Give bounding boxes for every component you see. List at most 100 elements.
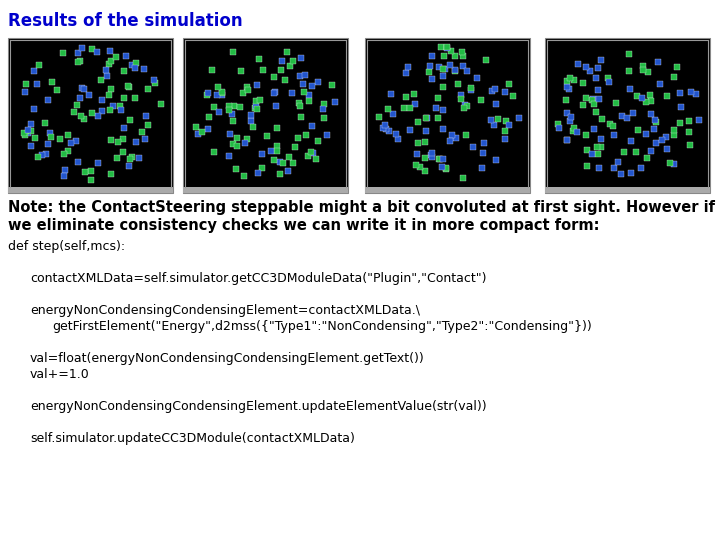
Bar (42, 120, 48, 126)
Bar (410, 91, 416, 97)
Bar (71, 109, 77, 114)
Bar (215, 92, 220, 98)
Bar (696, 117, 701, 124)
Bar (596, 165, 602, 171)
Bar (493, 101, 499, 107)
Text: val+=1.0: val+=1.0 (30, 368, 90, 381)
Bar (225, 107, 232, 113)
Bar (104, 72, 110, 79)
Bar (580, 102, 585, 108)
Bar (672, 161, 678, 167)
Bar (624, 115, 630, 121)
Bar (253, 98, 259, 104)
Bar (140, 66, 147, 72)
Bar (73, 138, 79, 144)
Bar (435, 115, 441, 121)
Bar (423, 128, 429, 134)
Bar (492, 157, 499, 163)
Bar (254, 106, 261, 112)
Bar (309, 83, 315, 89)
Bar (678, 104, 684, 111)
Bar (234, 134, 240, 140)
Bar (467, 85, 474, 91)
Bar (108, 58, 114, 64)
Bar (380, 125, 386, 131)
Bar (29, 143, 35, 149)
Bar (68, 140, 74, 146)
Bar (253, 103, 258, 109)
Bar (73, 102, 80, 107)
Bar (78, 113, 84, 119)
Bar (244, 136, 250, 142)
Bar (516, 114, 522, 120)
Bar (479, 165, 485, 171)
Bar (503, 136, 508, 142)
Bar (289, 90, 295, 96)
Bar (408, 127, 413, 133)
Bar (57, 136, 63, 141)
Bar (199, 129, 205, 134)
Bar (593, 75, 600, 81)
Bar (595, 65, 601, 71)
Bar (686, 118, 692, 124)
Bar (648, 98, 654, 104)
Bar (120, 136, 126, 142)
Bar (651, 126, 657, 132)
Bar (611, 165, 617, 171)
Bar (441, 53, 446, 59)
Bar (460, 53, 466, 59)
Bar (639, 95, 644, 101)
Bar (271, 157, 277, 163)
Bar (230, 49, 236, 55)
Bar (495, 116, 502, 122)
Bar (545, 187, 710, 193)
Bar (395, 137, 401, 143)
Bar (436, 156, 442, 162)
Bar (132, 139, 139, 145)
Bar (287, 63, 293, 69)
Bar (35, 154, 41, 160)
Bar (564, 78, 570, 84)
Bar (671, 127, 678, 133)
Bar (598, 137, 604, 143)
Bar (460, 63, 466, 69)
Bar (444, 166, 449, 172)
Bar (238, 68, 243, 75)
Bar (599, 116, 606, 122)
Bar (441, 107, 446, 113)
Bar (295, 135, 301, 141)
Bar (595, 87, 601, 93)
Bar (567, 118, 573, 124)
Bar (245, 87, 251, 93)
Bar (580, 80, 585, 86)
Bar (216, 109, 222, 114)
Bar (22, 89, 28, 94)
Bar (443, 165, 449, 171)
Bar (142, 136, 148, 142)
Bar (564, 137, 570, 143)
Bar (613, 100, 619, 106)
Bar (428, 154, 435, 160)
Text: val=float(energyNonCondensingCondensingElement.getText()): val=float(energyNonCondensingCondensingE… (30, 352, 425, 365)
Bar (309, 123, 315, 129)
Bar (629, 170, 634, 176)
Bar (132, 64, 138, 71)
Bar (77, 58, 84, 64)
Bar (152, 80, 158, 86)
Bar (442, 66, 448, 72)
Bar (474, 75, 480, 81)
Bar (621, 148, 627, 155)
Bar (589, 97, 595, 103)
Text: contactXMLData=self.simulator.getCC3DModuleData("Plugin","Contact"): contactXMLData=self.simulator.getCC3DMod… (30, 272, 487, 285)
Bar (461, 105, 467, 111)
Bar (220, 90, 225, 96)
Bar (403, 94, 410, 100)
Bar (415, 140, 421, 146)
Bar (290, 58, 296, 64)
Bar (685, 129, 692, 134)
Bar (422, 155, 428, 161)
Bar (365, 38, 530, 193)
Text: def step(self,mcs):: def step(self,mcs): (8, 240, 125, 253)
Bar (644, 131, 649, 137)
Bar (75, 50, 81, 56)
